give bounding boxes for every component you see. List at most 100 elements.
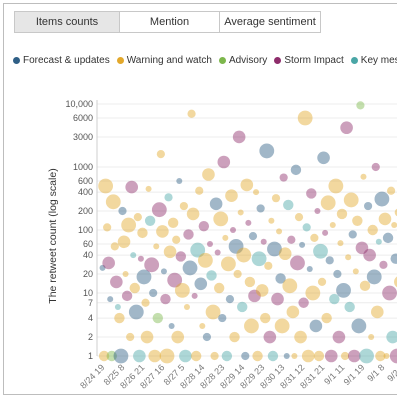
- data-point[interactable]: [191, 292, 198, 299]
- data-point[interactable]: [159, 348, 175, 364]
- data-point[interactable]: [251, 251, 267, 267]
- data-point[interactable]: [271, 292, 284, 306]
- data-point[interactable]: [382, 232, 394, 244]
- data-point[interactable]: [267, 241, 282, 257]
- data-point[interactable]: [363, 201, 373, 211]
- data-point[interactable]: [168, 322, 175, 329]
- data-point[interactable]: [320, 195, 336, 211]
- data-point[interactable]: [332, 330, 346, 344]
- data-point[interactable]: [337, 240, 344, 247]
- tab-mention[interactable]: Mention: [119, 11, 220, 33]
- data-point[interactable]: [228, 238, 244, 254]
- data-point[interactable]: [237, 209, 244, 216]
- data-point[interactable]: [186, 207, 200, 221]
- data-point[interactable]: [344, 301, 355, 313]
- data-point[interactable]: [137, 227, 148, 239]
- data-point[interactable]: [141, 298, 150, 307]
- tab-average-sentiment[interactable]: Average sentiment: [219, 11, 321, 33]
- data-point[interactable]: [275, 273, 286, 284]
- data-point[interactable]: [278, 247, 292, 261]
- data-point[interactable]: [206, 240, 213, 247]
- data-point[interactable]: [160, 268, 167, 275]
- data-point[interactable]: [183, 303, 190, 310]
- legend-item-storm-impact[interactable]: Storm Impact: [274, 55, 344, 66]
- data-point[interactable]: [260, 238, 267, 245]
- data-point[interactable]: [214, 249, 221, 256]
- data-point[interactable]: [271, 194, 281, 203]
- data-point[interactable]: [321, 312, 332, 324]
- data-point[interactable]: [190, 350, 202, 362]
- data-point[interactable]: [260, 312, 271, 324]
- data-point[interactable]: [179, 201, 188, 211]
- data-point[interactable]: [102, 256, 115, 270]
- data-point[interactable]: [264, 261, 273, 270]
- data-point[interactable]: [336, 208, 348, 220]
- data-point[interactable]: [144, 215, 156, 226]
- data-point[interactable]: [313, 243, 328, 259]
- data-point[interactable]: [382, 285, 397, 301]
- data-point[interactable]: [236, 247, 252, 263]
- data-point[interactable]: [153, 243, 160, 250]
- data-point[interactable]: [329, 222, 336, 229]
- data-point[interactable]: [194, 277, 208, 291]
- data-point[interactable]: [294, 330, 307, 344]
- data-point[interactable]: [137, 255, 144, 262]
- data-point[interactable]: [302, 223, 311, 232]
- data-point[interactable]: [229, 331, 240, 343]
- data-point[interactable]: [179, 349, 192, 363]
- data-point[interactable]: [175, 251, 187, 262]
- data-point[interactable]: [241, 351, 250, 361]
- data-point[interactable]: [394, 276, 397, 289]
- data-point[interactable]: [218, 313, 227, 323]
- data-point[interactable]: [305, 285, 321, 301]
- data-point[interactable]: [114, 303, 121, 310]
- data-point[interactable]: [299, 241, 306, 248]
- data-point[interactable]: [128, 304, 144, 320]
- data-point[interactable]: [343, 192, 359, 208]
- data-point[interactable]: [340, 121, 353, 135]
- data-point[interactable]: [160, 293, 171, 305]
- data-point[interactable]: [306, 266, 313, 273]
- data-point[interactable]: [105, 194, 121, 210]
- data-point[interactable]: [348, 230, 357, 239]
- data-point[interactable]: [279, 173, 288, 182]
- data-point[interactable]: [328, 178, 344, 194]
- data-point[interactable]: [333, 269, 342, 279]
- data-point[interactable]: [248, 232, 258, 241]
- data-point[interactable]: [205, 304, 221, 320]
- data-point[interactable]: [182, 260, 198, 276]
- data-point[interactable]: [363, 248, 376, 262]
- data-point[interactable]: [386, 330, 397, 344]
- data-point[interactable]: [164, 193, 173, 202]
- data-point[interactable]: [387, 186, 396, 195]
- data-point[interactable]: [121, 217, 137, 233]
- data-point[interactable]: [113, 348, 129, 364]
- data-point[interactable]: [110, 275, 123, 289]
- legend-item-warning[interactable]: Warning and watch: [116, 55, 212, 66]
- data-point[interactable]: [375, 350, 386, 362]
- data-point[interactable]: [336, 282, 351, 298]
- data-point[interactable]: [190, 242, 206, 258]
- data-point[interactable]: [99, 264, 106, 271]
- data-point[interactable]: [375, 238, 382, 245]
- data-point[interactable]: [125, 180, 138, 194]
- data-point[interactable]: [225, 295, 235, 304]
- data-point[interactable]: [371, 162, 380, 172]
- data-point[interactable]: [282, 278, 298, 294]
- data-point[interactable]: [297, 110, 313, 126]
- data-point[interactable]: [252, 350, 263, 362]
- data-point[interactable]: [317, 151, 330, 165]
- data-point[interactable]: [213, 282, 225, 294]
- data-point[interactable]: [371, 305, 384, 319]
- data-point[interactable]: [145, 185, 152, 192]
- data-point[interactable]: [298, 297, 309, 308]
- data-point[interactable]: [221, 256, 236, 272]
- data-point[interactable]: [352, 215, 363, 226]
- data-point[interactable]: [360, 173, 367, 180]
- data-point[interactable]: [324, 349, 338, 363]
- data-point[interactable]: [106, 350, 117, 362]
- data-point[interactable]: [167, 217, 179, 229]
- data-point[interactable]: [306, 188, 317, 199]
- data-point[interactable]: [368, 334, 375, 341]
- data-point[interactable]: [206, 270, 217, 281]
